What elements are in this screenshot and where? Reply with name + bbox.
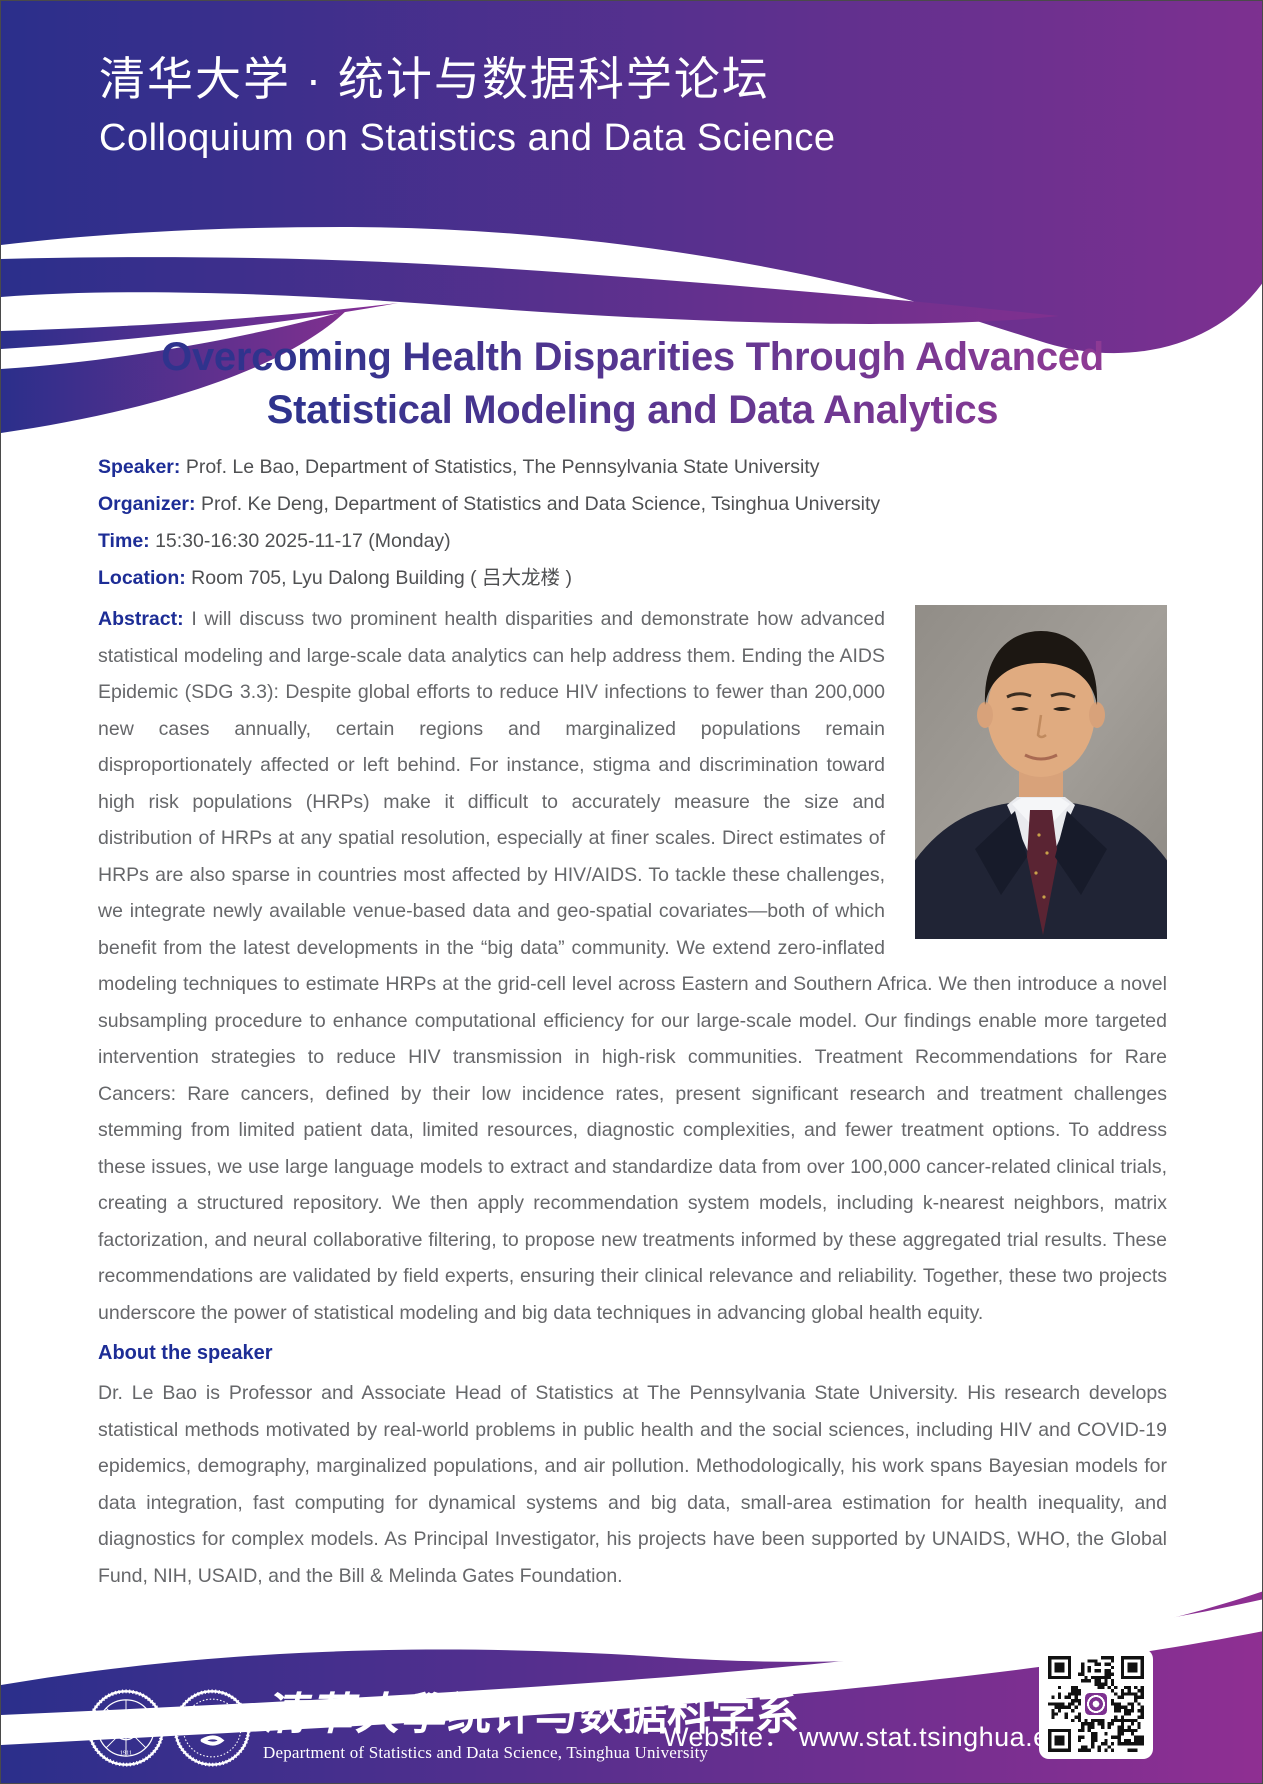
- header-title-en: Colloquium on Statistics and Data Scienc…: [99, 117, 836, 159]
- abstract-label: Abstract:: [98, 608, 184, 630]
- website: Website： www.stat.tsinghua.edu.cn: [663, 1715, 1117, 1754]
- about-speaker-heading: About the speaker: [98, 1342, 273, 1364]
- tsinghua-university-seal-icon: 1911: [87, 1689, 165, 1767]
- talk-title: Overcoming Health Disparities Through Ad…: [98, 331, 1167, 437]
- time-value: 15:30-16:30 2025-11-17 (Monday): [155, 530, 451, 552]
- meta-row-time: Time: 15:30-16:30 2025-11-17 (Monday): [98, 523, 1167, 560]
- abstract-paragraph: Abstract: I will discuss two prominent h…: [98, 601, 1167, 1331]
- organizer-value: Prof. Ke Deng, Department of Statistics …: [200, 493, 881, 515]
- speaker-label: Speaker:: [98, 456, 181, 478]
- website-link[interactable]: www.stat.tsinghua.edu.cn: [799, 1722, 1118, 1752]
- location-value: Room 705, Lyu Dalong Building ( 吕大龙楼 ): [191, 567, 572, 589]
- abstract-text: I will discuss two prominent health disp…: [98, 608, 1167, 1324]
- talk-title-line1: Overcoming Health Disparities Through Ad…: [161, 335, 1104, 379]
- main-content: Overcoming Health Disparities Through Ad…: [98, 331, 1167, 1594]
- meta-row-speaker: Speaker: Prof. Le Bao, Department of Sta…: [98, 449, 1167, 486]
- meta-row-location: Location: Room 705, Lyu Dalong Building …: [98, 560, 1167, 597]
- header: 清华大学 · 统计与数据科学论坛 Colloquium on Statistic…: [99, 43, 836, 160]
- speaker-value: Prof. Le Bao, Department of Statistics, …: [185, 456, 820, 478]
- organizer-label: Organizer:: [98, 493, 196, 515]
- talk-title-line2: Statistical Modeling and Data Analytics: [266, 388, 999, 432]
- meta-row-organizer: Organizer: Prof. Ke Deng, Department of …: [98, 486, 1167, 523]
- dept-zh-calligraphy: 清華大學: [263, 1689, 447, 1740]
- svg-text:1911: 1911: [120, 1750, 132, 1757]
- time-label: Time:: [98, 530, 150, 552]
- talk-meta: Speaker: Prof. Le Bao, Department of Sta…: [98, 449, 1167, 597]
- speaker-portrait-graphic: [915, 605, 1167, 939]
- speaker-photo: [915, 605, 1167, 939]
- location-label: Location:: [98, 567, 186, 589]
- website-label: Website：: [663, 1722, 792, 1752]
- department-seal-icon: [173, 1689, 251, 1767]
- speaker-bio: Dr. Le Bao is Professor and Associate He…: [98, 1382, 1167, 1587]
- header-title-zh: 清华大学 · 统计与数据科学论坛: [99, 53, 770, 105]
